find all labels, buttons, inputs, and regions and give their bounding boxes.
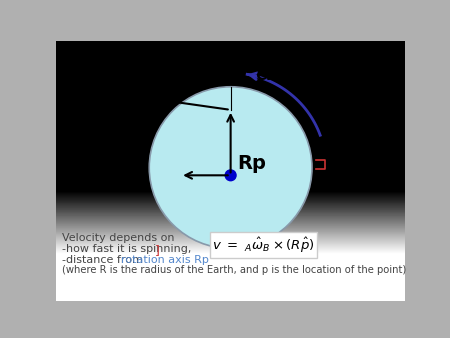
Circle shape bbox=[149, 87, 312, 248]
Text: (where R is the radius of the Earth, and p is the location of the point): (where R is the radius of the Earth, and… bbox=[63, 265, 407, 275]
Circle shape bbox=[225, 170, 236, 181]
Text: -distance from: -distance from bbox=[63, 255, 147, 265]
Text: Velocity depends on: Velocity depends on bbox=[63, 233, 175, 243]
Text: $v \ = \ {_A}\hat{\omega}_B \times (R\hat{p})$: $v \ = \ {_A}\hat{\omega}_B \times (R\ha… bbox=[212, 236, 315, 255]
Text: rotation axis Rp: rotation axis Rp bbox=[122, 255, 209, 265]
Text: ]: ] bbox=[155, 244, 160, 257]
Text: Rp: Rp bbox=[237, 154, 266, 173]
Text: -how fast it is spinning,: -how fast it is spinning, bbox=[63, 244, 192, 254]
Text: velocity  on a sphere: velocity on a sphere bbox=[86, 57, 376, 86]
FancyBboxPatch shape bbox=[211, 232, 317, 259]
Text: V: V bbox=[161, 80, 171, 94]
